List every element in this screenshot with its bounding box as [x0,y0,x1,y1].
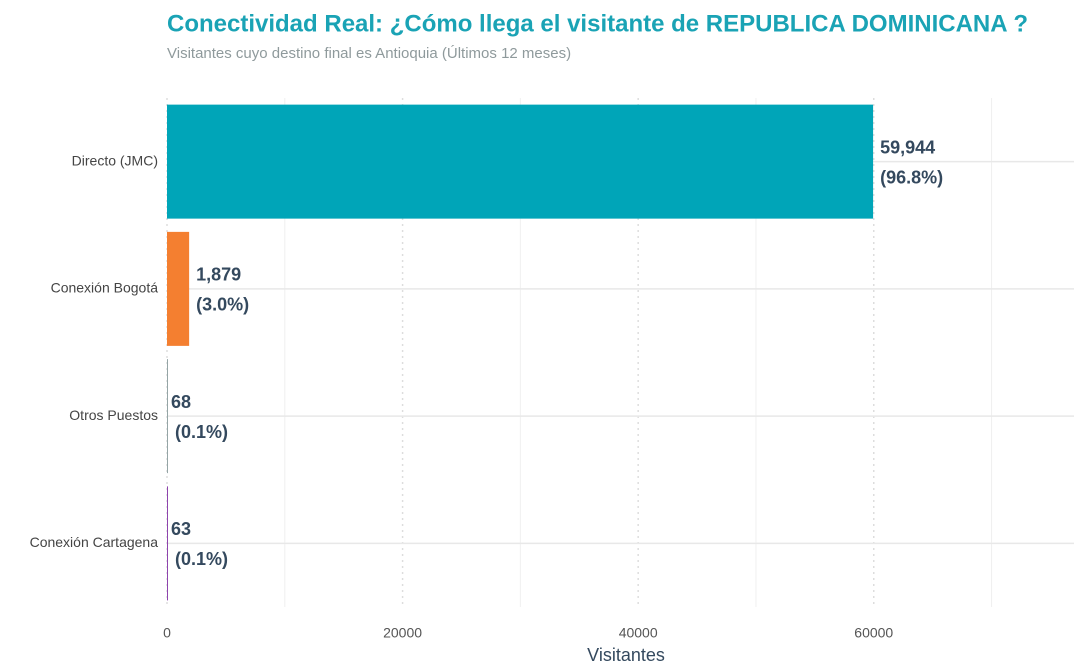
value-label: 63 [171,519,191,539]
x-axis-label: Visitantes [587,645,665,664]
x-tick-label: 20000 [383,625,422,641]
y-tick-label: Otros Puestos [69,407,158,423]
percent-label: (0.1%) [175,422,228,442]
y-tick-label: Conexión Bogotá [51,280,159,296]
value-label: 59,944 [880,137,935,157]
x-tick-label: 0 [163,625,171,641]
x-tick-label: 60000 [854,625,893,641]
chart-title: Conectividad Real: ¿Cómo llega el visita… [167,10,1028,37]
percent-label: (96.8%) [880,167,943,187]
y-tick-label: Directo (JMC) [72,152,158,168]
y-tick-label: Conexión Cartagena [30,534,159,550]
bar [167,231,190,346]
percent-label: (0.1%) [175,549,228,569]
bar [167,104,874,219]
bar [167,486,168,601]
bar [167,359,168,474]
value-label: 1,879 [196,265,241,285]
x-tick-label: 40000 [619,625,658,641]
percent-label: (3.0%) [196,295,249,315]
value-label: 68 [171,392,191,412]
chart-subtitle: Visitantes cuyo destino final es Antioqu… [167,45,571,62]
